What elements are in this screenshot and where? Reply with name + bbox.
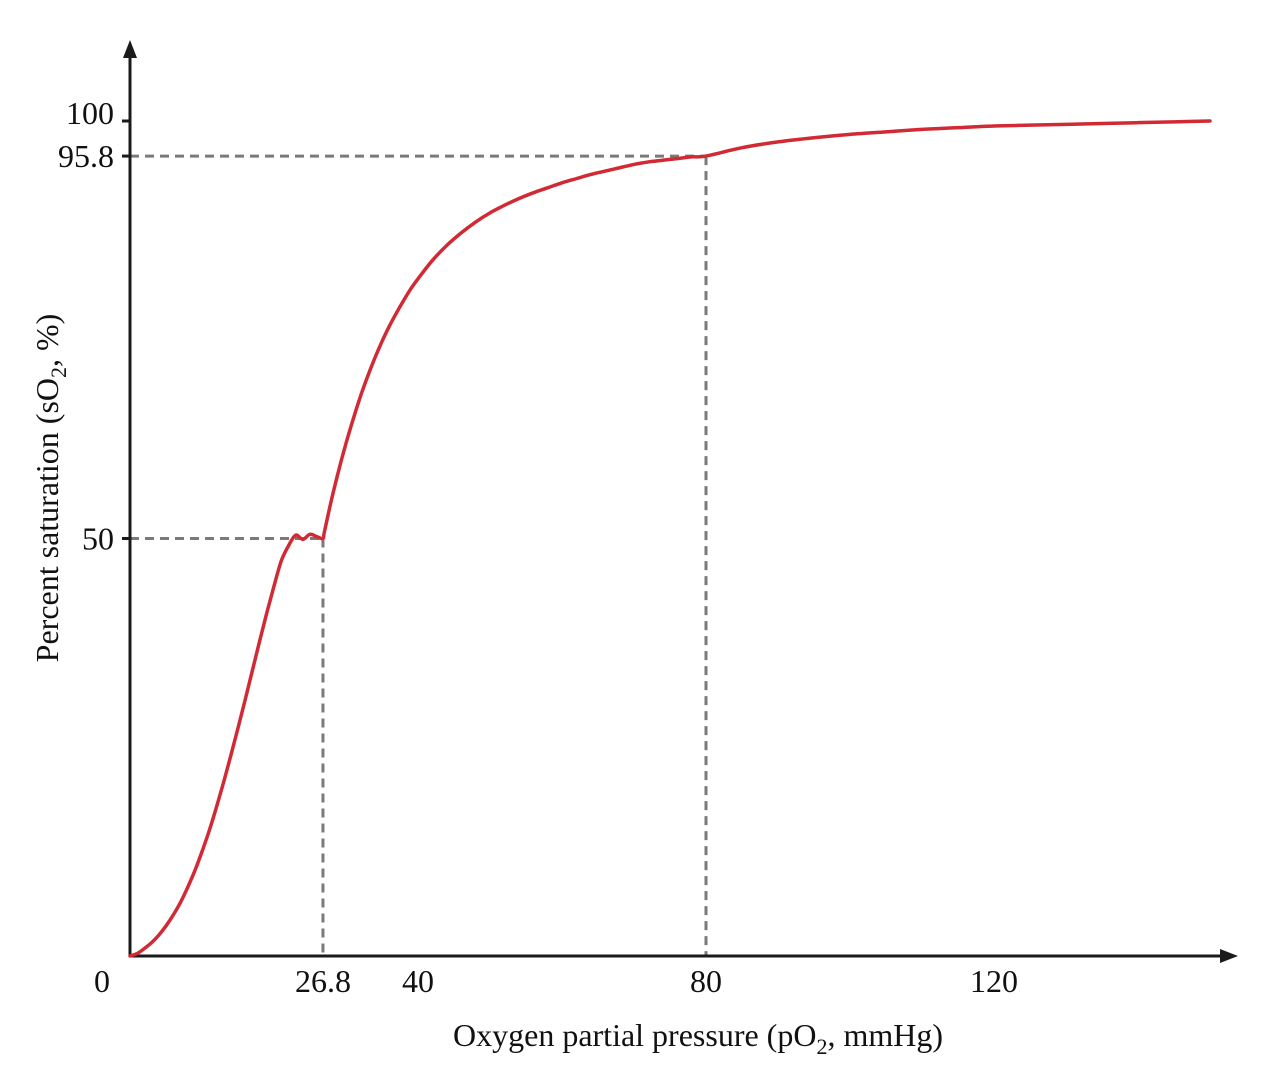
saturation-curve-0 — [128, 119, 1212, 958]
y-axis-arrowhead — [123, 40, 137, 58]
x-tick-label-0: 0 — [94, 963, 110, 999]
tick-labels: 0 26.8 40 80 120 50 95.8 100 — [58, 95, 1018, 999]
x-axis-title-prefix: Oxygen partial pressure (pO — [453, 1017, 816, 1053]
x-tick-label-1: 26.8 — [295, 963, 351, 999]
y-axis-title-subscript: 2 — [46, 367, 71, 378]
axes — [122, 40, 1238, 963]
y-axis-title-prefix: Percent saturation (sO — [29, 378, 65, 662]
x-tick-label-4: 120 — [970, 963, 1018, 999]
y-axis-title: Percent saturation (sO2, %) — [29, 314, 71, 663]
x-axis-title-suffix: , mmHg) — [827, 1017, 943, 1053]
y-tick-label-0: 50 — [82, 521, 114, 557]
curve-layer — [128, 119, 1212, 958]
x-axis-title-subscript: 2 — [816, 1034, 827, 1059]
reference-lines — [130, 154, 708, 956]
y-tick-label-2: 100 — [66, 95, 114, 131]
y-tick-label-1: 95.8 — [58, 138, 114, 174]
x-axis-title: Oxygen partial pressure (pO2, mmHg) — [453, 1017, 943, 1059]
x-axis-arrowhead — [1220, 949, 1238, 963]
x-tick-label-2: 40 — [402, 963, 434, 999]
y-axis-title-suffix: , %) — [29, 314, 65, 367]
x-tick-label-3: 80 — [690, 963, 722, 999]
